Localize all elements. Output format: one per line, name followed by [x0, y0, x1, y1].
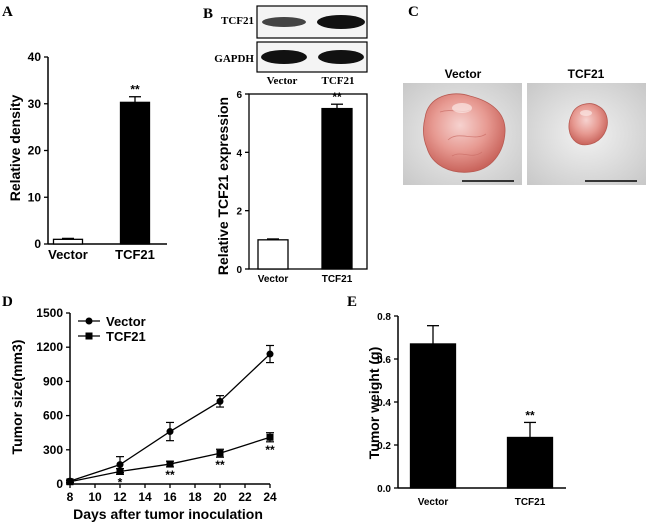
- panel-d-point-tcf21: [116, 467, 124, 475]
- western-blot: TCF21 GAPDH Vector TCF21: [214, 5, 368, 87]
- blot-row-label-tcf21: TCF21: [221, 15, 254, 27]
- panel-d-legend-label-vector: Vector: [106, 314, 146, 329]
- panel-d-x-tick-label: 24: [263, 490, 277, 504]
- panel-letter-b: B: [203, 6, 213, 22]
- tumor-photo-vector: [403, 83, 522, 185]
- panel-b-category-label: TCF21: [322, 274, 353, 285]
- panel-a-y-axis-label: Relative density: [7, 94, 23, 201]
- panel-letter-a: A: [2, 4, 13, 20]
- panel-d-x-tick-label: 20: [213, 490, 227, 504]
- panel-d-significance: **: [165, 468, 175, 482]
- blot-band-tcf21-vector: [262, 17, 306, 27]
- panel-a: A Relative density 0 10 20 30 40 Vector ** TCF2…: [2, 4, 167, 262]
- panel-d-point-tcf21: [266, 433, 274, 441]
- panel-d-x-tick-label: 14: [138, 490, 152, 504]
- panel-a-y-tick-label: 0: [34, 237, 41, 251]
- panel-a-significance: **: [130, 83, 140, 97]
- panel-d-y-tick-label: 600: [43, 409, 63, 423]
- panel-e-category-label: Vector: [418, 497, 449, 508]
- panel-d-point-vector: [216, 397, 224, 405]
- panel-b-category-label: Vector: [258, 274, 289, 285]
- blot-band-gapdh-tcf21: [318, 50, 364, 64]
- panel-a-category-label: Vector: [48, 247, 88, 262]
- panel-b-plot-frame: [248, 93, 368, 270]
- panel-d-y-tick-label: 900: [43, 374, 63, 388]
- panel-a-bar-tcf21: [119, 101, 151, 245]
- blot-row-label-gapdh: GAPDH: [214, 53, 254, 65]
- panel-d: D Tumor size(mm3) Days after tumor inocu…: [2, 294, 277, 522]
- panel-d-point-vector: [116, 461, 124, 469]
- panel-b-bar-vector: [257, 239, 289, 270]
- panel-e-y-tick-label: 0.4: [377, 398, 391, 409]
- panel-a-bar-vector: [52, 238, 84, 245]
- panel-d-y-tick-label: 1500: [36, 306, 63, 320]
- panel-d-legend-marker-tcf21: [85, 332, 93, 340]
- panel-d-point-vector: [166, 428, 174, 436]
- panel-b-bar-tcf21: [321, 107, 353, 270]
- panel-d-x-axis-label: Days after tumor inoculation: [73, 506, 263, 522]
- photo-label-vector: Vector: [445, 67, 482, 81]
- panel-d-significance: *: [118, 475, 123, 489]
- panel-b-chart: 0 2 4 6 Vector ** TCF21: [236, 90, 368, 285]
- panel-d-significance: **: [215, 458, 225, 472]
- panel-e-significance: **: [525, 408, 535, 422]
- panel-d-point-vector: [266, 350, 274, 358]
- blot-band-gapdh-vector: [261, 50, 307, 64]
- panel-letter-e: E: [347, 294, 357, 310]
- blot-band-tcf21-tcf21: [317, 15, 365, 29]
- panel-e-y-tick-label: 0.0: [377, 484, 391, 495]
- panel-b-y-tick-label: 4: [236, 148, 242, 159]
- panel-a-y-tick-label: 10: [28, 190, 42, 204]
- panel-a-chart: 0 10 20 30 40 Vector ** TCF21: [28, 50, 167, 262]
- panel-e-y-tick-label: 0.8: [377, 312, 391, 323]
- panel-a-y-tick-label: 30: [28, 97, 42, 111]
- panel-e-bar-vector: [409, 343, 457, 489]
- panel-d-x-tick-label: 10: [88, 490, 102, 504]
- panel-e-y-axis-label: Tumor weight (g): [366, 347, 382, 460]
- panel-d-y-tick-label: 0: [56, 477, 63, 491]
- panel-d-point-tcf21: [216, 449, 224, 457]
- blot-lane-label-tcf21: TCF21: [322, 75, 355, 87]
- panel-d-legend-label-tcf21: TCF21: [106, 329, 146, 344]
- panel-letter-d: D: [2, 294, 13, 310]
- panel-b: B TCF21 GAPDH Vector TCF21 Relative TCF2…: [203, 5, 368, 285]
- panel-c: C Vector TCF21: [403, 4, 646, 185]
- panel-d-x-tick-label: 22: [238, 490, 252, 504]
- panel-letter-c: C: [408, 4, 419, 20]
- photo-label-tcf21: TCF21: [568, 67, 605, 81]
- panel-e-y-tick-label: 0.2: [377, 441, 391, 452]
- panel-d-y-axis-label: Tumor size(mm3): [9, 340, 25, 455]
- panel-d-x-tick-label: 12: [113, 490, 127, 504]
- panel-d-x-tick-label: 16: [163, 490, 177, 504]
- panel-b-y-axis-label: Relative TCF21 expression: [215, 97, 231, 275]
- tumor-photo-tcf21: [527, 83, 646, 185]
- panel-b-significance: **: [332, 90, 342, 104]
- panel-d-y-tick-label: 1200: [36, 340, 63, 354]
- panel-d-x-tick-label: 8: [67, 490, 74, 504]
- panel-d-y-tick-label: 300: [43, 443, 63, 457]
- panel-e: E Tumor weight (g) 0.0 0.2 0.4 0.6 0.8 Vector…: [347, 294, 566, 508]
- panel-d-x-tick-label: 18: [188, 490, 202, 504]
- panel-a-y-tick-label: 20: [28, 144, 42, 158]
- panel-d-point-tcf21: [166, 460, 174, 468]
- panel-b-y-tick-label: 6: [236, 90, 242, 101]
- panel-e-category-label: TCF21: [515, 497, 546, 508]
- panel-a-category-label: TCF21: [115, 247, 155, 262]
- panel-b-y-tick-label: 0: [236, 265, 242, 276]
- panel-a-y-tick-label: 40: [28, 50, 42, 64]
- panel-e-y-tick-label: 0.6: [377, 355, 391, 366]
- panel-e-chart: 0.0 0.2 0.4 0.6 0.8 Vector ** TCF21: [377, 312, 566, 508]
- panel-d-legend-marker-vector: [85, 317, 93, 325]
- blot-lane-label-vector: Vector: [267, 75, 298, 87]
- panel-d-point-tcf21: [66, 478, 74, 486]
- panel-e-bar-tcf21: [506, 436, 554, 489]
- panel-d-significance: **: [265, 443, 275, 457]
- panel-b-y-tick-label: 2: [236, 207, 242, 218]
